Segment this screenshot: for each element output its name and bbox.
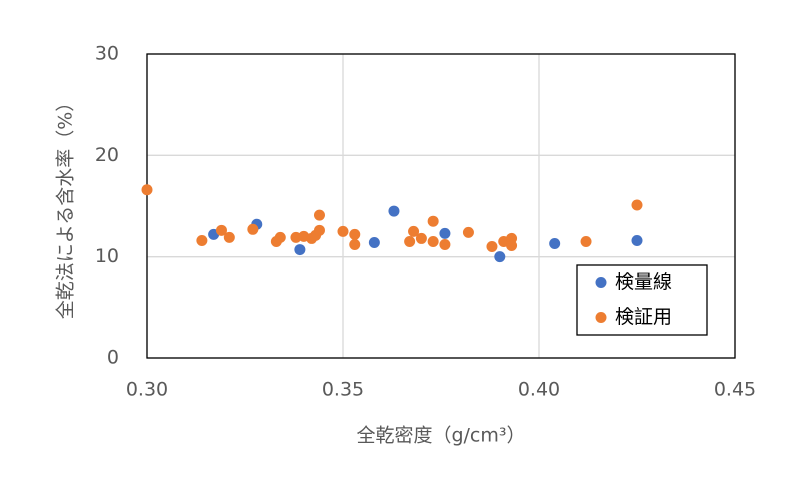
point	[439, 227, 451, 239]
point	[439, 239, 451, 251]
x-axis-label: 全乾密度（g/cm³）	[356, 425, 525, 447]
plot-border	[146, 53, 736, 359]
point	[506, 240, 518, 252]
point	[223, 231, 235, 243]
point	[388, 205, 400, 217]
point	[549, 237, 561, 249]
y-tick-label: 20	[95, 144, 119, 166]
point	[631, 234, 643, 246]
point	[427, 235, 439, 247]
y-tick-label: 10	[95, 245, 119, 267]
legend-marker	[595, 312, 607, 323]
point	[294, 244, 306, 256]
point	[141, 184, 153, 196]
point	[408, 225, 420, 237]
x-tick-label: 0.40	[518, 379, 560, 401]
point	[404, 235, 416, 247]
y-tick-label: 0	[107, 347, 119, 369]
point	[274, 231, 286, 243]
point	[494, 251, 506, 263]
legend-label: 検量線	[615, 271, 672, 293]
point	[462, 226, 474, 238]
legend-label: 検証用	[615, 306, 672, 328]
legend-marker	[595, 277, 607, 288]
point	[313, 209, 325, 221]
point	[427, 215, 439, 227]
x-tick-label: 0.45	[714, 379, 756, 401]
point	[337, 225, 349, 237]
y-axis-label: 全乾法による含水率（%）	[55, 93, 77, 319]
point	[486, 241, 498, 253]
point	[247, 223, 259, 235]
point	[215, 224, 227, 236]
legend-box	[576, 264, 708, 336]
point	[631, 199, 643, 211]
y-tick-label: 30	[95, 43, 119, 65]
x-tick-label: 0.30	[126, 379, 168, 401]
x-tick-label: 0.35	[322, 379, 364, 401]
point	[313, 224, 325, 236]
point	[349, 228, 361, 240]
point	[415, 232, 427, 244]
point	[196, 234, 208, 246]
point	[368, 236, 380, 248]
point	[580, 235, 592, 247]
point	[349, 239, 361, 251]
